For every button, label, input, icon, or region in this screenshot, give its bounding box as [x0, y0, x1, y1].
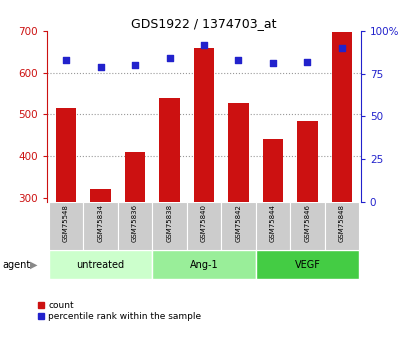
Legend: count, percentile rank within the sample: count, percentile rank within the sample [37, 301, 201, 321]
Text: GSM75842: GSM75842 [235, 204, 241, 242]
FancyBboxPatch shape [83, 202, 117, 250]
Bar [262, 139, 283, 202]
Point [200, 42, 207, 48]
FancyBboxPatch shape [255, 250, 358, 279]
FancyBboxPatch shape [49, 202, 83, 250]
Bar [296, 121, 317, 202]
Point [97, 64, 103, 70]
Text: GSM75834: GSM75834 [97, 204, 103, 242]
FancyBboxPatch shape [290, 202, 324, 250]
Text: GSM75548: GSM75548 [63, 204, 69, 242]
Bar [56, 108, 76, 202]
FancyBboxPatch shape [117, 202, 152, 250]
Point [63, 57, 69, 63]
Text: agent: agent [2, 260, 30, 270]
Point [338, 45, 344, 51]
Bar [159, 98, 180, 202]
Text: GSM75840: GSM75840 [200, 204, 207, 242]
Text: VEGF: VEGF [294, 260, 319, 270]
Text: Ang-1: Ang-1 [189, 260, 218, 270]
Title: GDS1922 / 1374703_at: GDS1922 / 1374703_at [131, 17, 276, 30]
Bar [331, 32, 351, 202]
FancyBboxPatch shape [186, 202, 221, 250]
Point [131, 62, 138, 68]
FancyBboxPatch shape [49, 250, 152, 279]
FancyBboxPatch shape [324, 202, 358, 250]
Text: GSM75844: GSM75844 [269, 204, 275, 242]
Point [166, 56, 172, 61]
Text: GSM75848: GSM75848 [338, 204, 344, 242]
Bar [193, 48, 214, 202]
Text: untreated: untreated [76, 260, 124, 270]
Text: GSM75836: GSM75836 [132, 204, 138, 243]
Point [269, 61, 276, 66]
Bar [90, 189, 111, 202]
Text: GSM75846: GSM75846 [303, 204, 310, 242]
Point [303, 59, 310, 65]
FancyBboxPatch shape [255, 202, 290, 250]
FancyBboxPatch shape [152, 250, 255, 279]
Point [235, 57, 241, 63]
Text: GSM75838: GSM75838 [166, 204, 172, 243]
Bar [227, 103, 248, 202]
Text: ▶: ▶ [30, 260, 38, 270]
FancyBboxPatch shape [221, 202, 255, 250]
Bar [124, 152, 145, 202]
FancyBboxPatch shape [152, 202, 186, 250]
